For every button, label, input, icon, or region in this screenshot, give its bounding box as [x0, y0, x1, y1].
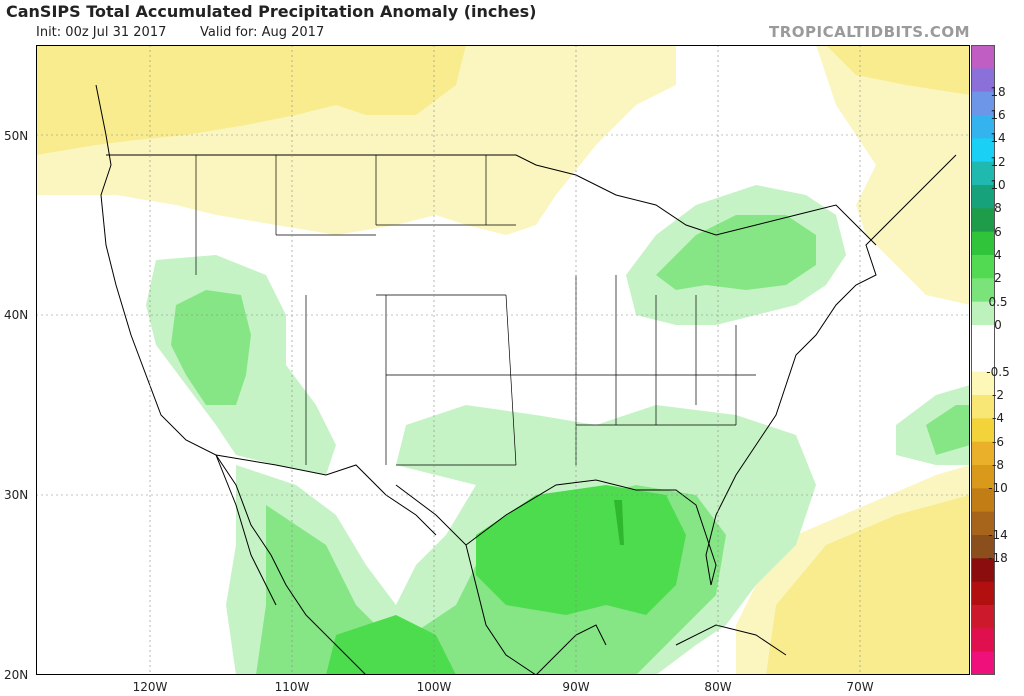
colorbar-segment [971, 301, 995, 326]
colorbar-segment [971, 278, 995, 303]
colorbar-frame [971, 45, 995, 675]
colorbar-segment [971, 441, 995, 466]
colorbar-label: 16 [990, 108, 1006, 122]
colorbar-label: -18 [988, 551, 1008, 566]
lat-label-20n: 20N [4, 668, 29, 682]
wet-mid-atlantic-east [926, 405, 970, 455]
colorbar-label: 0 [994, 318, 1002, 332]
precip-anomaly-map [36, 45, 970, 675]
colorbar-label: 2 [994, 271, 1002, 286]
colorbar-segment [971, 325, 995, 349]
lon-label-90w: 90W [562, 680, 590, 694]
colorbar-segment [971, 651, 995, 675]
lat-label-30n: 30N [4, 488, 29, 502]
lat-label-40n: 40N [4, 308, 29, 322]
lon-label-110w: 110W [274, 680, 310, 694]
wet-anomaly-areas [146, 185, 970, 675]
colorbar-label: 10 [990, 178, 1006, 192]
valid-time: Valid for: Aug 2017 [200, 25, 325, 40]
colorbar-segment [971, 348, 995, 373]
lon-label-80w: 80W [704, 680, 732, 694]
cuba-coastline [675, 624, 787, 656]
gulf-coastline [395, 484, 537, 675]
us-canada-border [106, 154, 877, 246]
colorbar-label: -6 [992, 434, 1004, 449]
brand-watermark: TROPICALTIDBITS.COM [769, 23, 970, 41]
colorbar-label: -8 [992, 458, 1004, 472]
dry-core-atlantic [766, 495, 970, 675]
colorbar-label: 6 [994, 224, 1002, 239]
graticule [36, 45, 970, 675]
colorbar-label: 18 [990, 84, 1006, 99]
dry-area-northeast-canada [816, 45, 970, 305]
colorbar-label: 8 [994, 201, 1002, 216]
colorbar-segment [971, 138, 995, 163]
colorbar-segment [971, 68, 995, 93]
country-borders [106, 154, 877, 536]
map-frame [36, 45, 970, 675]
colorbar-label: -2 [992, 388, 1004, 402]
colorbar [971, 45, 995, 675]
map-title: CanSIPS Total Accumulated Precipitation … [6, 2, 537, 21]
colorbar-segment [971, 161, 995, 186]
colorbar-segment [971, 418, 995, 443]
colorbar-segment [971, 581, 995, 606]
colorbar-segment [971, 465, 995, 489]
colorbar-segment [971, 231, 995, 256]
colorbar-label: 0.5 [988, 294, 1008, 309]
colorbar-segment [971, 511, 995, 536]
colorbar-segment [971, 605, 995, 629]
colorbar-segment [971, 185, 995, 209]
colorbar-segment [971, 91, 995, 116]
wet-max-gulf [614, 500, 624, 545]
colorbar-segment [971, 45, 995, 69]
wet-strong-mexico [326, 615, 456, 675]
colorbar-label: 12 [990, 154, 1006, 169]
init-time: Init: 00z Jul 31 2017 [36, 25, 167, 40]
atlantic-coastline [705, 154, 957, 586]
us-west-coastline [95, 84, 367, 675]
colorbar-segment [971, 255, 995, 279]
wet-mid-nevada [171, 290, 251, 405]
colorbar-segment [971, 115, 995, 139]
gulf-north-coastline [465, 479, 717, 586]
wet-strong-gulf [476, 485, 686, 615]
us-mexico-border [215, 454, 437, 536]
colorbar-label: -10 [988, 481, 1008, 496]
coastlines [95, 84, 957, 675]
colorbar-label: 4 [994, 248, 1002, 262]
lon-label-120w: 120W [132, 680, 168, 694]
colorbar-segment [971, 535, 995, 559]
colorbar-segment [971, 488, 995, 513]
colorbar-segment [971, 558, 995, 583]
wet-mid-great-lakes [656, 215, 816, 290]
lon-label-70w: 70W [846, 680, 874, 694]
colorbar-segment [971, 628, 995, 653]
colorbar-label: 14 [990, 131, 1006, 146]
lon-label-100w: 100W [416, 680, 452, 694]
colorbar-segment [971, 208, 995, 233]
colorbar-segment [971, 395, 995, 419]
colorbar-label: -4 [992, 411, 1004, 426]
dry-core-canada [36, 45, 466, 155]
lat-label-50n: 50N [4, 129, 29, 143]
colorbar-label: -0.5 [986, 364, 1010, 379]
baja-coastline [215, 454, 277, 606]
dry-core-northeast [826, 45, 970, 95]
colorbar-segment [971, 371, 995, 396]
colorbar-label: -14 [988, 528, 1008, 542]
